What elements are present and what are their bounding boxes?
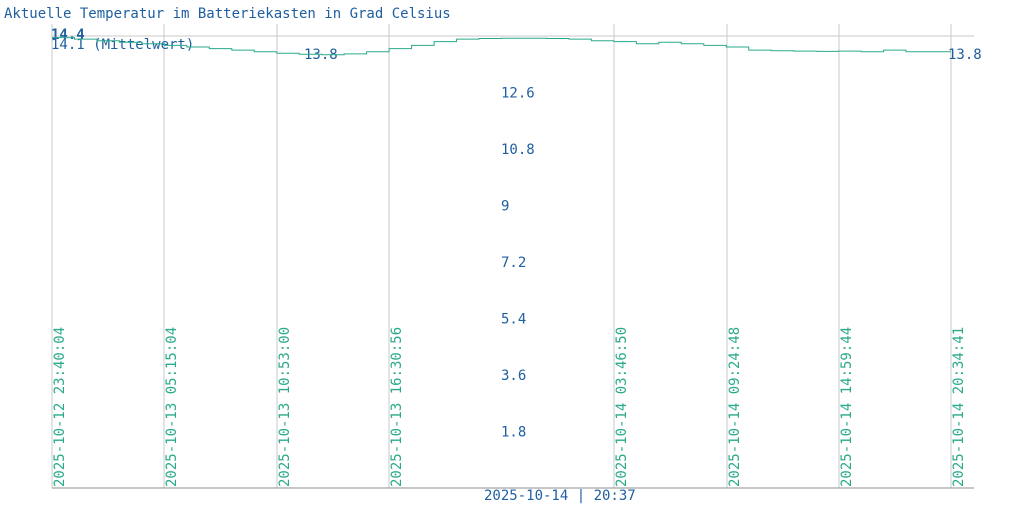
x-tick-label-7: 2025-10-14 14:59:44	[839, 327, 855, 487]
x-label-layer: 2025-10-12 23:40:04 2025-10-13 05:15:04 20…	[52, 327, 967, 487]
x-tick-label-8: 2025-10-14 20:34:41	[951, 327, 967, 487]
y-tick-label-5: 5.4	[501, 312, 526, 328]
x-tick-label-6: 2025-10-14 09:24:48	[727, 327, 743, 487]
last-label: 13.8	[948, 47, 982, 63]
y-tick-label-7: 1.8	[501, 425, 526, 441]
chart-title: Aktuelle Temperatur im Batteriekasten in…	[4, 6, 451, 22]
x-tick-label-3: 2025-10-13 10:53:00	[277, 327, 293, 487]
footer-timestamp: 2025-10-14 | 20:37	[484, 488, 636, 504]
y-tick-label-3: 9	[501, 199, 509, 215]
min-label: 13.8	[304, 47, 338, 63]
x-tick-label-1: 2025-10-12 23:40:04	[52, 327, 68, 487]
series-line	[52, 37, 951, 56]
x-tick-label-4: 2025-10-13 16:30:56	[389, 327, 405, 487]
annotation-layer: 14.4 14.1 (Mittelwert) 13.8 13.8	[51, 27, 982, 63]
grid-layer	[51, 24, 974, 489]
y-label-layer: 12.6 10.8 9 7.2 5.4 3.6 1.8	[501, 86, 535, 441]
y-tick-label-2: 10.8	[501, 142, 535, 158]
y-tick-label-4: 7.2	[501, 255, 526, 271]
y-tick-label-1: 12.6	[501, 86, 535, 102]
mean-label: 14.1 (Mittelwert)	[51, 37, 194, 53]
y-tick-label-6: 3.6	[501, 368, 526, 384]
x-tick-label-5: 2025-10-14 03:46:50	[614, 327, 630, 487]
x-tick-label-2: 2025-10-13 05:15:04	[164, 327, 180, 487]
